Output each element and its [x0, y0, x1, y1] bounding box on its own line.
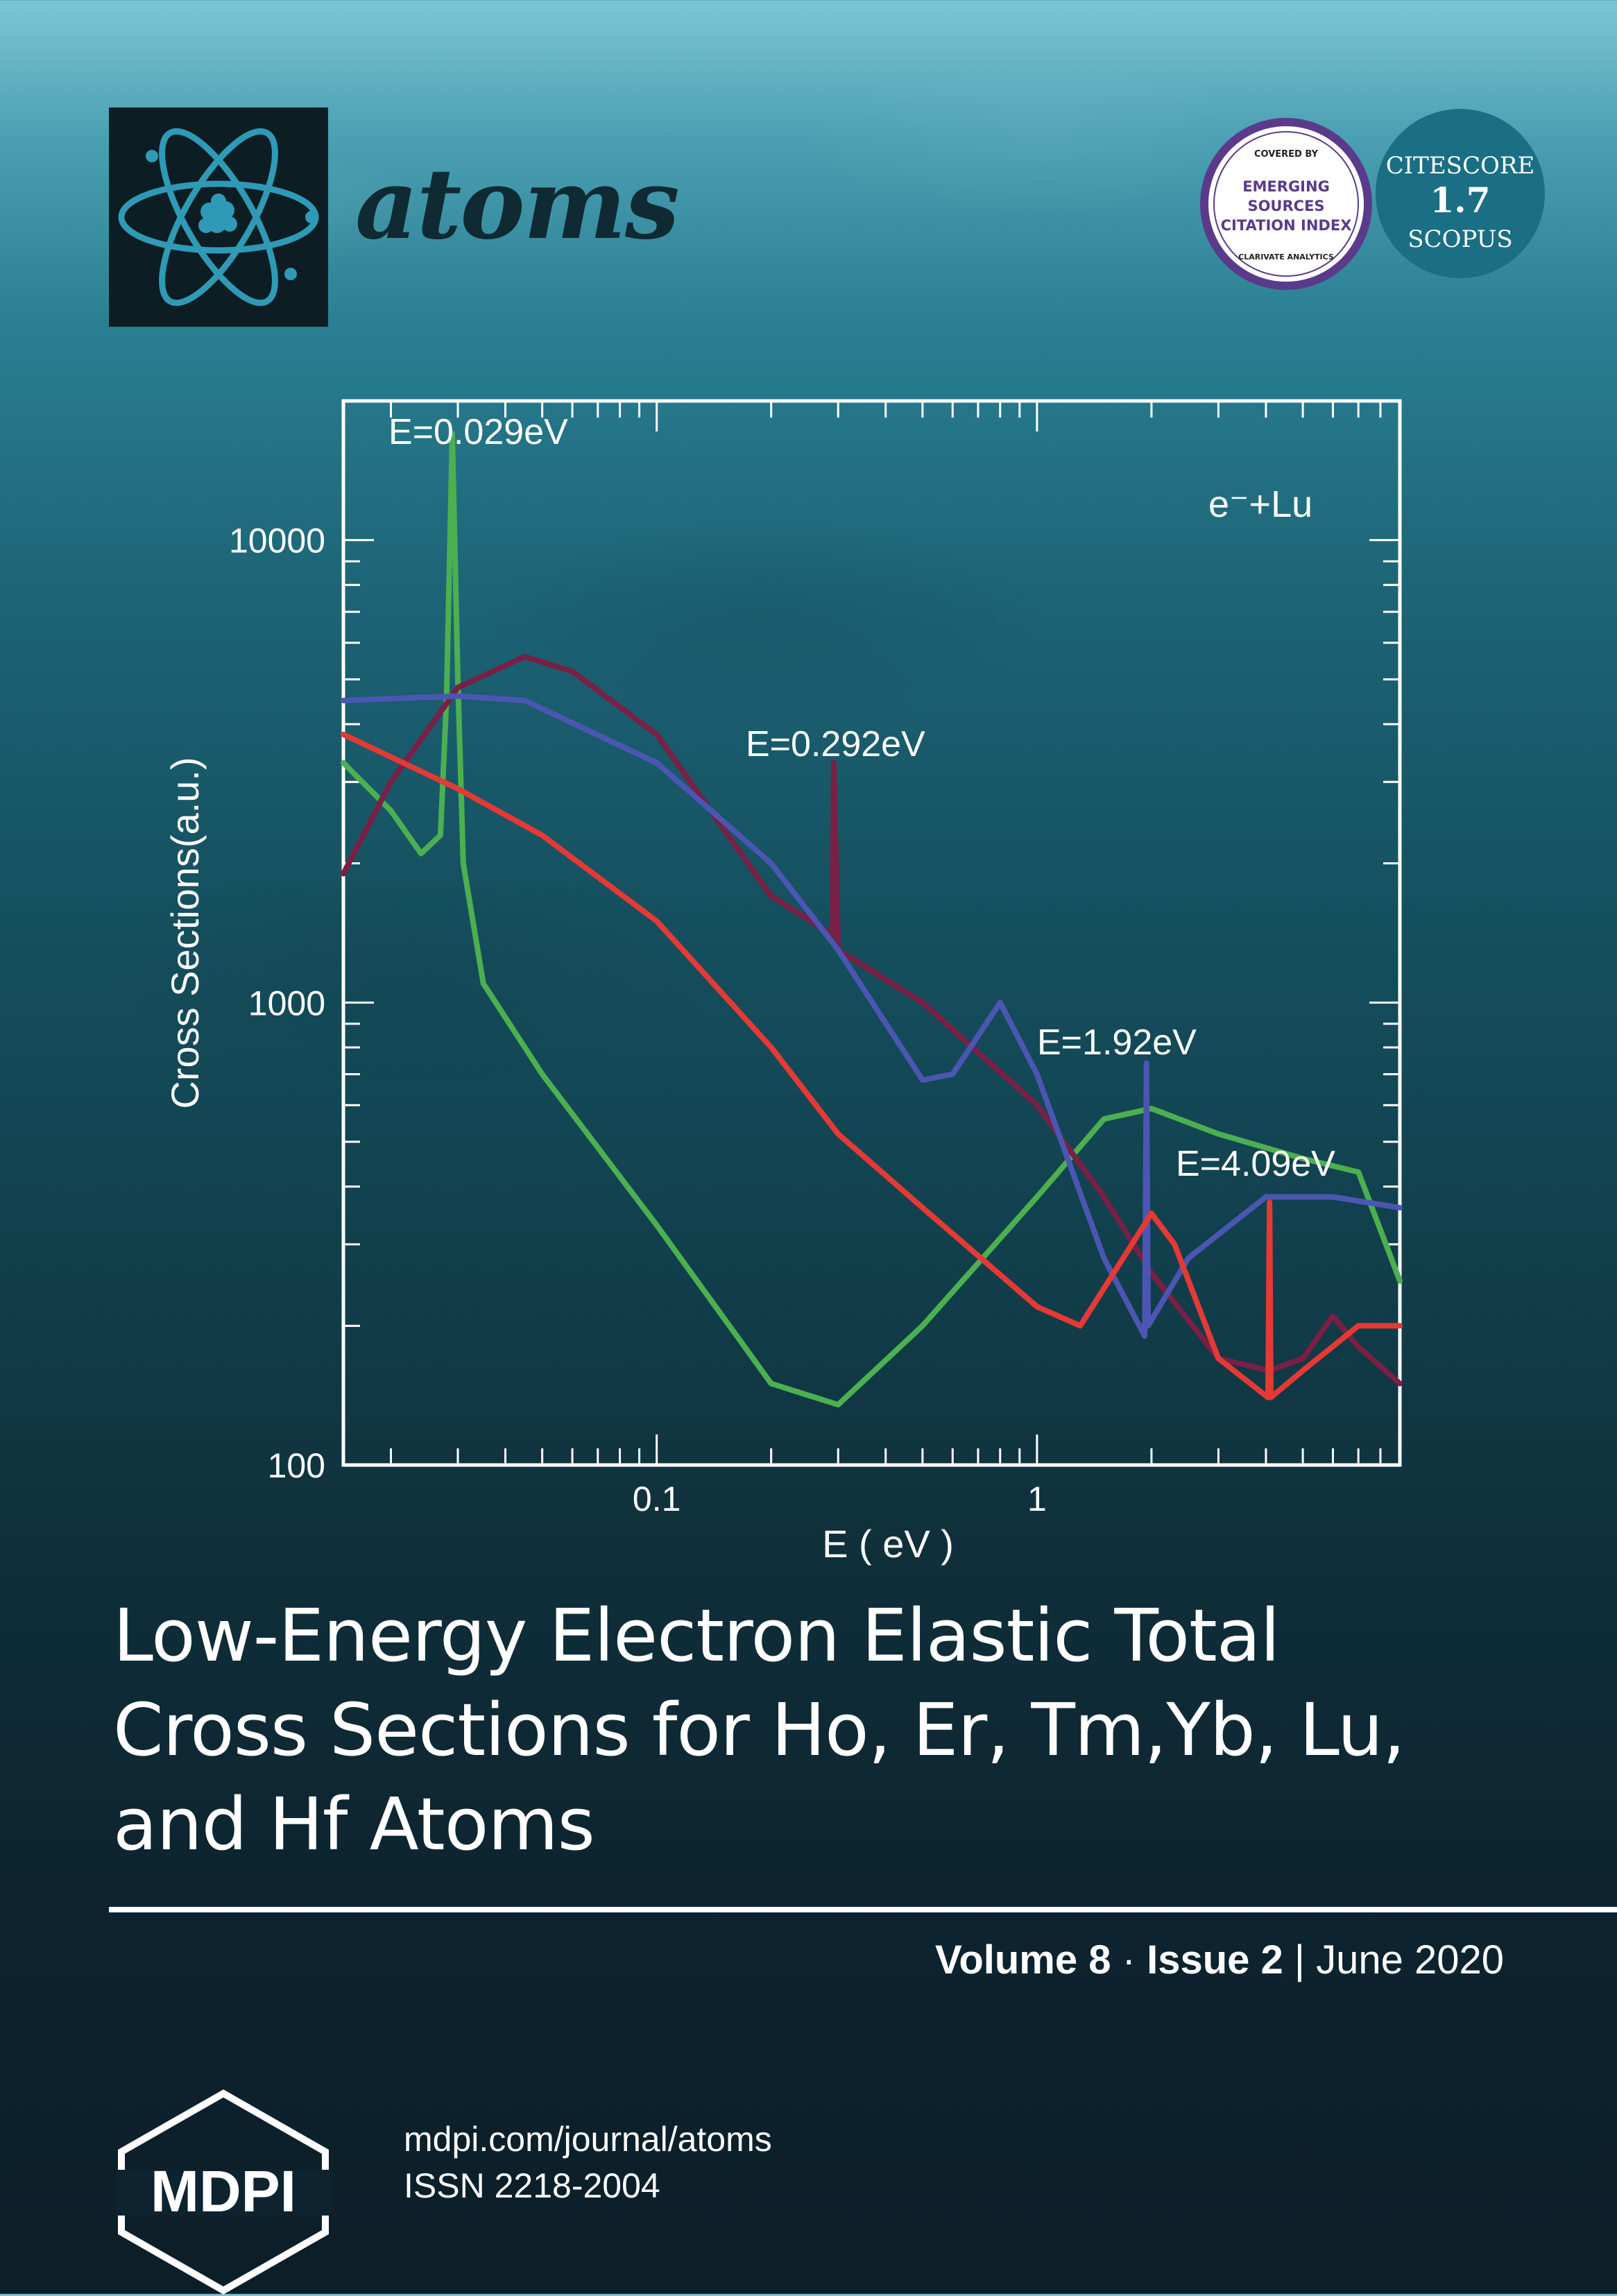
series-line-1: [341, 431, 1403, 1408]
x-tick-label: 1: [1027, 1480, 1047, 1518]
y-tick-label: 100: [268, 1446, 325, 1485]
esci-line-3: CITATION INDEX: [1221, 217, 1352, 234]
title-divider: [109, 1907, 1617, 1912]
esci-line-1: EMERGING: [1242, 178, 1330, 195]
esci-bottom-text: CLARIVATE ANALYTICS: [1238, 252, 1334, 262]
issue-info: Volume 8 · Issue 2 | June 2020: [935, 1937, 1504, 1983]
separator-dot: ·: [1122, 1937, 1147, 1982]
atom-icon: [118, 128, 319, 307]
journal-issn: ISSN 2218-2004: [404, 2166, 660, 2205]
article-title-line-2: Cross Sections for Ho, Er, Tm,Yb, Lu,: [113, 1688, 1405, 1772]
mdpi-logo: MDPI: [116, 2089, 331, 2295]
energy-annotation: E=1.92eV: [1037, 1022, 1197, 1063]
issue-text: Issue 2: [1147, 1937, 1283, 1982]
axis-tick-labels: 0.1 1 100 1000 10000: [229, 522, 1047, 1518]
journal-logo: [109, 108, 328, 327]
citescore-label: CITESCORE: [1385, 152, 1535, 180]
cross-section-chart: 0.1 1 100 1000 10000 E=0.029eV E=0.292eV E=1.9…: [163, 399, 1403, 1566]
x-axis-label: E ( eV ): [822, 1522, 954, 1566]
citescore-source: SCOPUS: [1408, 225, 1513, 253]
axis-ticks: [343, 400, 1401, 1466]
article-title: Low-Energy Electron Elastic Total Cross …: [113, 1588, 1584, 1871]
plot-frame: [341, 399, 1402, 1467]
x-tick-label: 0.1: [633, 1480, 681, 1518]
energy-annotation: E=4.09eV: [1176, 1144, 1335, 1184]
series-line-4: [341, 731, 1403, 1400]
energy-annotation: E=0.292eV: [746, 724, 925, 764]
article-title-line-3: and Hf Atoms: [113, 1782, 595, 1867]
y-tick-label: 10000: [229, 522, 325, 560]
esci-top-text: COVERED BY: [1254, 149, 1319, 160]
esci-badge: COVERED BY EMERGING SOURCES CITATION IND…: [1200, 118, 1372, 290]
separator-bar: |: [1294, 1937, 1317, 1982]
chart-annotations: E=0.029eV E=0.292eV E=1.92eV E=4.09eV: [388, 412, 1335, 1184]
citescore-value: 1.7: [1430, 180, 1491, 221]
chart-legend-text: e⁻+Lu: [1208, 483, 1312, 525]
article-title-line-1: Low-Energy Electron Elastic Total: [113, 1593, 1280, 1678]
journal-name: atoms: [355, 148, 680, 262]
chart-series: [341, 431, 1403, 1408]
volume-text: Volume 8: [934, 1937, 1111, 1982]
mdpi-logo-text: MDPI: [151, 2159, 296, 2224]
esci-line-2: SOURCES: [1247, 198, 1324, 214]
energy-annotation: E=0.029eV: [388, 412, 568, 452]
series-line-2: [341, 653, 1403, 1387]
series-line-3: [341, 693, 1403, 1339]
y-tick-label: 1000: [248, 984, 325, 1022]
y-axis-label: Cross Sections(a.u.): [163, 757, 207, 1108]
issue-date: June 2020: [1316, 1937, 1504, 1982]
citescore-badge: CITESCORE 1.7 SCOPUS: [1376, 109, 1545, 278]
journal-url[interactable]: mdpi.com/journal/atoms: [404, 2120, 772, 2159]
